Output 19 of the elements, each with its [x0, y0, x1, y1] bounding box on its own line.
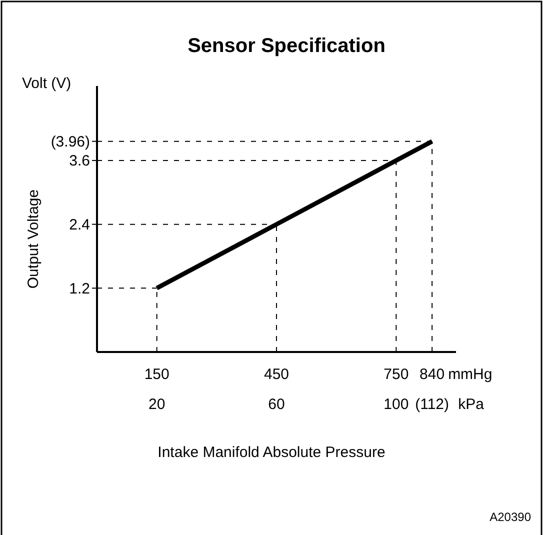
y-tick-label: 1.2 [69, 280, 90, 298]
x2-tick-label: (112) [415, 396, 450, 413]
x-axis-title: mmHg [448, 366, 492, 383]
y-tick-label: 2.4 [69, 216, 90, 234]
text: Intake Manifold Absolute Pressure [158, 444, 386, 461]
x-tick-label: 840 [420, 366, 445, 383]
x2-axis-title: kPa [458, 396, 485, 413]
x2-tick-label: 20 [148, 396, 166, 413]
x2-tick-label: 60 [268, 396, 285, 413]
y-axis-title: Output Voltage [25, 189, 42, 289]
y-tick-label: 3.6 [69, 152, 90, 170]
chart-title: Sensor Specification [188, 35, 386, 57]
x-tick-label: 450 [264, 366, 290, 383]
y-tick-label: (3.96) [50, 134, 90, 151]
text: A20390 [490, 510, 532, 524]
x-tick-label: 750 [384, 366, 409, 383]
x-tick-label: 150 [144, 366, 170, 383]
text: Volt (V) [22, 75, 72, 92]
x2-tick-label: 100 [384, 396, 409, 413]
